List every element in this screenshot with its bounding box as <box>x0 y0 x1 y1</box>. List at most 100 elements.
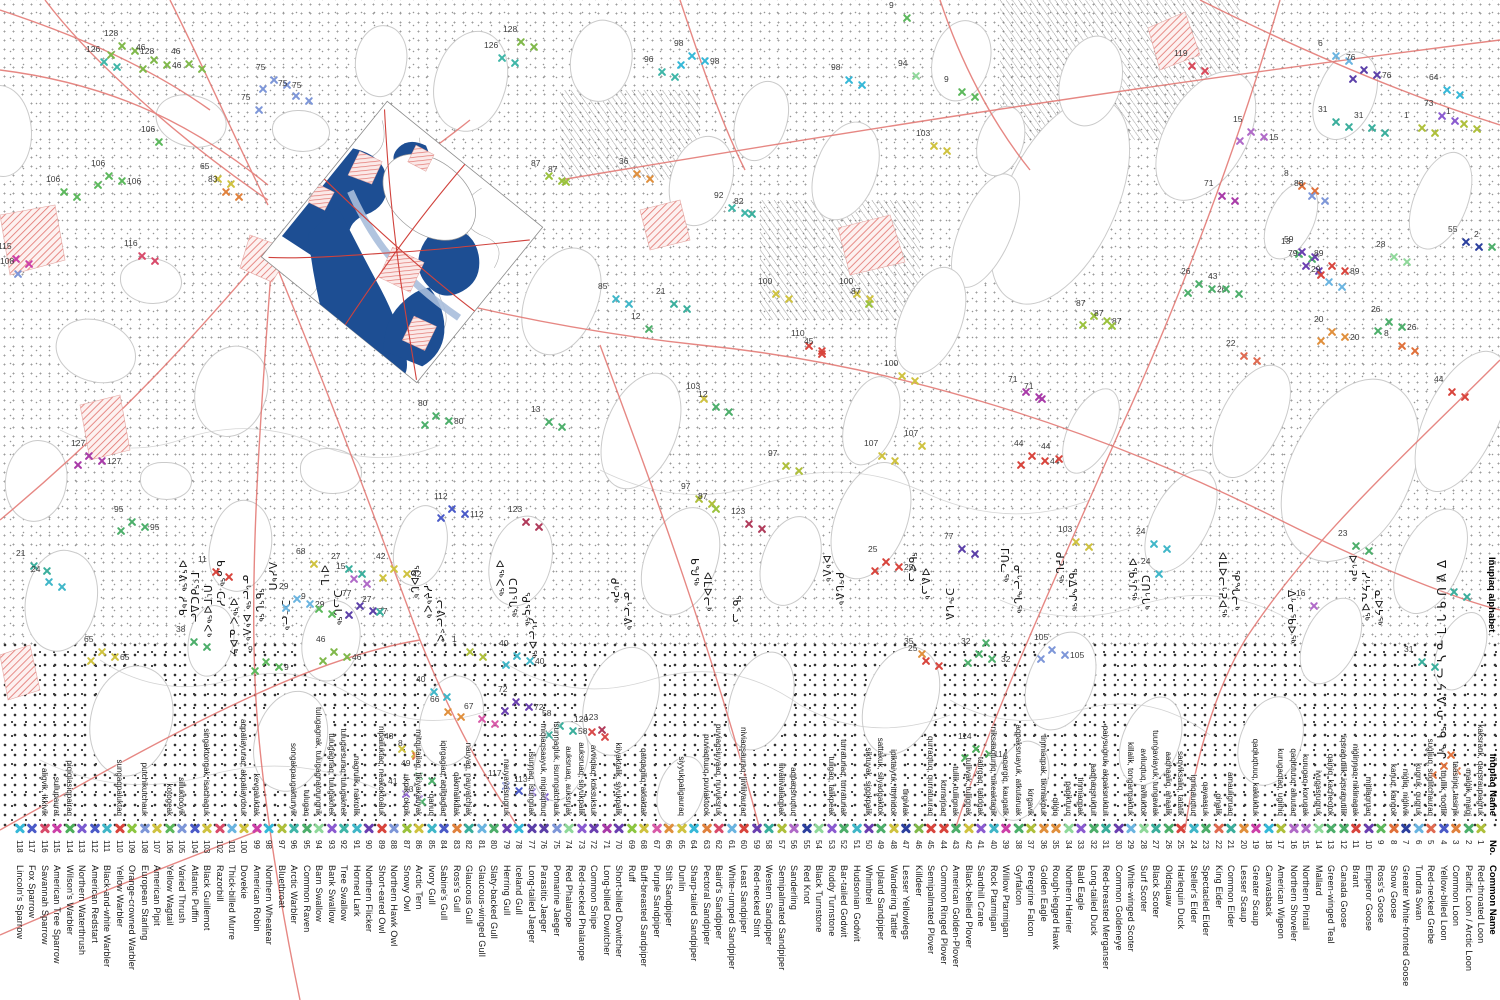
legend-species-marker <box>901 823 911 833</box>
legend-species-marker <box>414 823 424 833</box>
legend-common-name: Black-bellied Plover <box>963 865 974 949</box>
legend-inupiaq-name: kurugaq, korugak <box>1301 754 1311 816</box>
legend-inupiaq-name: taasiŋiq, tasiŋik <box>1451 761 1461 816</box>
legend-species-number: 63 <box>701 840 711 849</box>
legend-inupiaq-name: sattakuk, silyadgaktok <box>876 737 886 816</box>
marker-number-label: 114 <box>958 731 972 741</box>
marker-number-label: 67 <box>464 701 474 711</box>
legend-inupiaq-name: kiiyaktalik, siyukpalik <box>614 742 624 816</box>
legend-species-number: 105 <box>177 840 187 854</box>
legend-species-marker <box>177 823 187 833</box>
legend-species-number: 29 <box>1126 840 1136 849</box>
marker-number-label: 26 <box>1407 322 1417 332</box>
legend-species-marker <box>264 823 274 833</box>
marker-number-label: 106 <box>46 174 61 184</box>
legend-species-number: 22 <box>1213 840 1223 849</box>
legend-common-name: Sharp-tailed Sandpiper <box>689 865 700 962</box>
header-inupiaq-alphabet: Iñupiaq alphabet <box>1486 557 1497 633</box>
legend-species-number: 107 <box>152 840 162 854</box>
legend-common-name: Oldsquaw <box>1163 865 1174 907</box>
legend-common-name: Peregrine Falcon <box>1026 865 1037 937</box>
legend-species-number: 82 <box>464 840 474 849</box>
legend-inupiaq-name: tuunġaviayuk, tungaviak <box>1151 730 1161 816</box>
marker-number-label: 68 <box>296 546 306 556</box>
legend-species-marker <box>277 823 287 833</box>
legend-common-name: Killdeer <box>913 865 924 897</box>
marker-number-label: 76 <box>1346 52 1356 62</box>
legend-inupiaq-name: nagrulik, nakrolik <box>351 755 361 816</box>
legend-species-marker <box>439 823 449 833</box>
legend-common-name: Lesser Yellowlegs <box>901 865 912 940</box>
legend-species-marker <box>951 823 961 833</box>
marker-number-label: 76 <box>1382 70 1392 80</box>
legend-species-marker <box>602 823 612 833</box>
marker-number-label: 128 <box>140 46 155 56</box>
legend-species-number: 102 <box>214 840 224 854</box>
marker-number-label: 65 <box>84 634 94 644</box>
legend-common-name: Black Guillemot <box>202 865 213 931</box>
marker-number-label: 88 <box>1294 178 1304 188</box>
legend-common-name: Common Snipe <box>589 865 600 930</box>
marker-number-label: 12 <box>631 311 641 321</box>
legend-common-name: Dunlin <box>676 865 687 892</box>
legend-species-number: 75 <box>551 840 561 849</box>
marker-number-label: 71 <box>1008 374 1018 384</box>
legend-species-marker <box>1401 823 1411 833</box>
legend-species-number: 11 <box>1351 840 1361 849</box>
marker-number-label: 15 <box>336 561 346 571</box>
legend-species-marker <box>1376 823 1386 833</box>
legend-common-name: Lesser Scaup <box>1238 865 1249 923</box>
legend-species-marker <box>1164 823 1174 833</box>
legend-inupiaq-name: songakpaugaktunyik <box>289 743 299 816</box>
marker-number-label: 126 <box>86 44 101 54</box>
legend-common-name: American Tree Sparrow <box>52 865 63 964</box>
legend-species-number: 92 <box>339 840 349 849</box>
marker-number-label: 31 <box>1404 644 1414 654</box>
lake <box>140 462 192 500</box>
legend-species-marker <box>15 823 25 833</box>
header-no: No. <box>1487 840 1498 856</box>
marker-number-label: 95 <box>150 522 160 532</box>
marker-number-label: 64 <box>1429 72 1439 82</box>
marker-number-label: 24 <box>1136 526 1146 536</box>
legend-species-number: 103 <box>202 840 212 854</box>
legend-common-name: Black-and-white Warbler <box>102 865 113 968</box>
legend-species-marker <box>115 823 125 833</box>
legend-inupiaq-name: qakmalikitak <box>451 771 461 816</box>
legend-common-name: American Redstart <box>89 865 100 943</box>
legend-species-marker <box>1351 823 1361 833</box>
marker-number-label: 80 <box>418 398 428 408</box>
marker-number-label: 103 <box>1058 524 1073 534</box>
legend-species-number: 34 <box>1063 840 1073 849</box>
legend-species-number: 67 <box>651 840 661 849</box>
legend-inupiaq-name: tuligaq, talikpeak <box>826 756 836 816</box>
legend-species-number: 98 <box>264 840 274 849</box>
marker-number-label: 106 <box>127 176 142 186</box>
legend-species-marker <box>1451 823 1461 833</box>
marker-number-label: 98 <box>710 56 720 66</box>
legend-common-name: European Starling <box>139 865 150 941</box>
legend-species-number: 76 <box>539 840 549 849</box>
legend-inupiaq-name: qaqłutuuq, alluutaq <box>1288 748 1298 816</box>
legend-species-marker <box>777 823 787 833</box>
legend-species-marker <box>1289 823 1299 833</box>
legend-species-number: 78 <box>514 840 524 849</box>
legend-inupiaq-name: iqsraġutilik, iqsragutilik <box>1338 735 1348 816</box>
legend-species-marker <box>1426 823 1436 833</box>
legend-inupiaq-name: turraturiaq, turraturiak <box>839 739 848 816</box>
legend-inupiaq-name: mitqutailaq, tikiyakauyak <box>414 729 424 816</box>
legend-species-marker <box>814 823 824 833</box>
marker-number-label: 80 <box>454 416 464 426</box>
legend-common-name: Northern Shoveler <box>1288 865 1299 942</box>
legend-common-name: Canada Goose <box>1338 865 1349 928</box>
legend-inupiaq-name: auksruaq, auksruak <box>564 746 574 816</box>
marker-number-label: 100 <box>839 276 854 286</box>
legend-species-number: 33 <box>1076 840 1086 849</box>
marker-number-label: 128 <box>104 28 119 38</box>
legend-species-marker <box>364 823 374 833</box>
legend-inupiaq-name: qatqagiliq, aklaktak <box>639 747 649 816</box>
legend-species-number: 1 <box>1476 840 1485 845</box>
legend-species-number: 56 <box>789 840 799 849</box>
